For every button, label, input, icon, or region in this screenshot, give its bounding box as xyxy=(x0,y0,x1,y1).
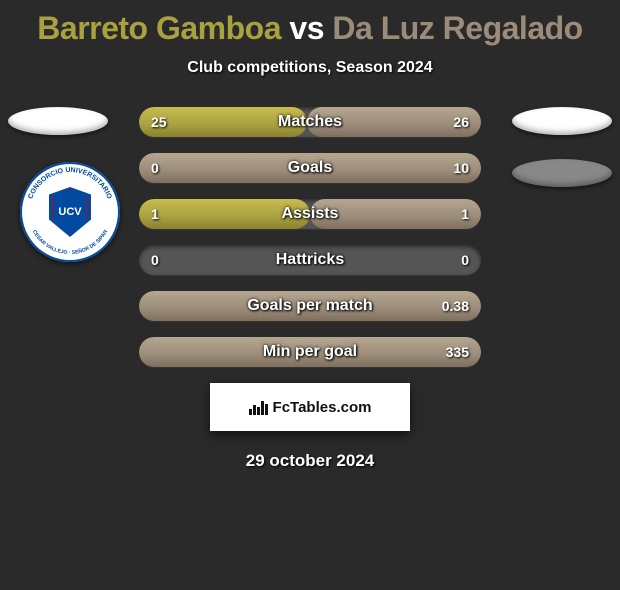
stat-value-right: 1 xyxy=(461,199,469,229)
stat-row: Goals0 10 xyxy=(139,153,481,183)
footer-brand-text: FcTables.com xyxy=(273,399,372,416)
stat-value-right: 10 xyxy=(453,153,469,183)
player1-name: Barreto Gamboa xyxy=(37,10,281,46)
stat-value-left: 0 xyxy=(151,153,159,183)
stat-label: Hattricks xyxy=(139,245,481,275)
side-ellipse xyxy=(512,159,612,187)
logo-bar xyxy=(253,405,256,415)
stat-label: Goals xyxy=(139,153,481,183)
stat-row: Matches25 26 xyxy=(139,107,481,137)
fctables-logo-icon xyxy=(249,399,269,415)
side-ellipse xyxy=(512,107,612,135)
club-badge: CONSORCIO UNIVERSITARIO CESAR VALLEJO · … xyxy=(20,162,120,262)
stat-value-right: 335 xyxy=(446,337,469,367)
logo-bar xyxy=(257,407,260,415)
stat-row: Hattricks0 0 xyxy=(139,245,481,275)
stat-row: Assists1 1 xyxy=(139,199,481,229)
stat-label: Assists xyxy=(139,199,481,229)
stat-value-right: 0.38 xyxy=(442,291,469,321)
side-ellipse xyxy=(8,107,108,135)
badge-shield-text: UCV xyxy=(58,206,81,218)
stat-value-left: 25 xyxy=(151,107,167,137)
stat-label: Goals per match xyxy=(139,291,481,321)
date-text: 29 october 2024 xyxy=(0,451,620,471)
content-area: CONSORCIO UNIVERSITARIO CESAR VALLEJO · … xyxy=(0,107,620,367)
stat-value-left: 0 xyxy=(151,245,159,275)
stats-bars: Matches2526Goals010Assists11Hattricks00G… xyxy=(139,107,481,367)
footer-brand: FcTables.com xyxy=(210,383,410,431)
stat-value-right: 0 xyxy=(461,245,469,275)
subtitle: Club competitions, Season 2024 xyxy=(0,59,620,77)
logo-bar xyxy=(261,401,264,415)
stat-value-right: 26 xyxy=(453,107,469,137)
player2-name: Da Luz Regalado xyxy=(332,10,582,46)
comparison-title: Barreto Gamboa vs Da Luz Regalado xyxy=(0,10,620,47)
stat-row: Min per goal335 xyxy=(139,337,481,367)
logo-bar xyxy=(249,409,252,415)
logo-bar xyxy=(265,404,268,415)
stat-label: Matches xyxy=(139,107,481,137)
stat-value-left: 1 xyxy=(151,199,159,229)
vs-text: vs xyxy=(289,10,324,46)
stat-label: Min per goal xyxy=(139,337,481,367)
stat-row: Goals per match0.38 xyxy=(139,291,481,321)
